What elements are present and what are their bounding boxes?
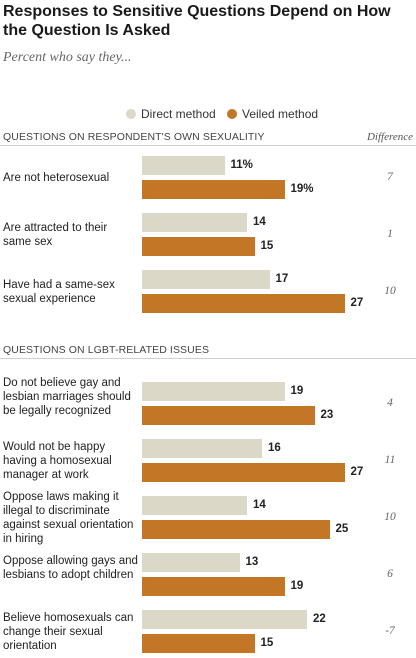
bar-direct <box>142 439 262 458</box>
bar-direct <box>142 382 285 401</box>
row-label: Would not be happy having a homosexual m… <box>3 440 112 481</box>
chart-title: Responses to Sensitive Questions Depend … <box>3 3 391 39</box>
row-label: Oppose laws making it illegal to discrim… <box>3 490 134 545</box>
bar-direct <box>142 156 225 175</box>
bar-veiled <box>142 634 255 653</box>
legend-direct-swatch <box>126 109 136 119</box>
difference-value: 10 <box>384 510 396 523</box>
legend-direct-label: Direct method <box>141 107 216 121</box>
bar-veiled <box>142 463 345 482</box>
row-label: Are not heterosexual <box>3 171 110 184</box>
bar-veiled <box>142 406 315 425</box>
legend-veiled-swatch <box>227 109 237 119</box>
difference-value: 11 <box>384 453 396 466</box>
legend-veiled: Veiled method <box>227 106 318 122</box>
bar-veiled <box>142 520 330 539</box>
value-label-veiled: 25 <box>335 523 349 535</box>
value-label-direct: 16 <box>268 442 281 454</box>
bar-direct <box>142 213 247 232</box>
value-label-veiled: 23 <box>320 409 334 421</box>
value-label-veiled: 15 <box>260 240 274 252</box>
difference-header: Difference <box>366 131 413 143</box>
value-label-direct: 14 <box>253 499 266 511</box>
row-label: Believe homosexuals can change their sex… <box>3 611 134 652</box>
value-label-veiled: 19% <box>290 183 314 195</box>
difference-value: -7 <box>385 624 395 637</box>
bar-veiled <box>142 294 345 313</box>
bar-veiled <box>142 180 285 199</box>
bar-veiled <box>142 237 255 256</box>
difference-value: 4 <box>387 396 393 409</box>
value-label-veiled: 15 <box>260 637 274 649</box>
legend-direct: Direct method <box>126 106 216 122</box>
value-label-direct: 13 <box>245 556 259 568</box>
bar-direct <box>142 270 270 289</box>
section-label: QUESTIONS ON RESPONDENT'S OWN SEXUALITIY <box>3 131 265 143</box>
difference-value: 6 <box>387 567 393 580</box>
bar-direct <box>142 496 247 515</box>
value-label-direct: 19 <box>290 385 304 397</box>
bar-direct <box>142 610 307 629</box>
bar-direct <box>142 553 240 572</box>
section-label: QUESTIONS ON LGBT-RELATED ISSUES <box>3 344 210 356</box>
chart-subtitle: Percent who say they... <box>3 50 132 65</box>
difference-value: 1 <box>387 227 393 240</box>
value-label-veiled: 27 <box>350 297 364 309</box>
value-label-veiled: 27 <box>350 466 364 478</box>
section-divider <box>0 145 416 146</box>
row-label: Are attracted to their same sex <box>3 221 108 248</box>
row-label: Do not believe gay and lesbian marriages… <box>3 376 131 417</box>
value-label-direct: 17 <box>275 273 289 285</box>
difference-value: 10 <box>384 284 396 297</box>
value-label-direct: 11% <box>230 159 253 171</box>
legend-veiled-label: Veiled method <box>242 107 319 121</box>
row-label: Oppose allowing gays and lesbians to ado… <box>3 554 138 581</box>
section-divider <box>0 358 416 359</box>
bar-veiled <box>142 577 285 596</box>
value-label-veiled: 19 <box>290 580 304 592</box>
value-label-direct: 22 <box>313 613 326 625</box>
value-label-direct: 14 <box>253 216 266 228</box>
difference-value: 7 <box>387 170 393 183</box>
row-label: Have had a same-sex sexual experience <box>3 278 115 305</box>
